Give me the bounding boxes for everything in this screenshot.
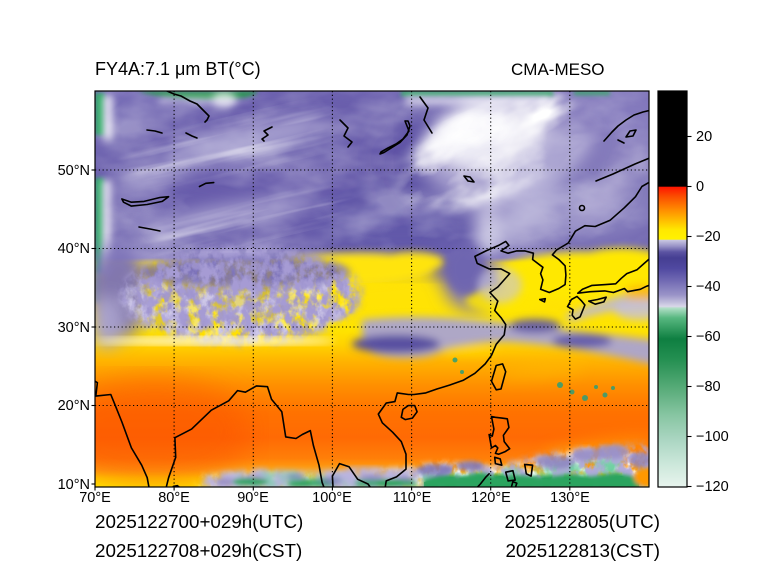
svg-text:100°E: 100°E xyxy=(312,490,352,506)
svg-text:−20: −20 xyxy=(696,229,721,245)
svg-text:10°N: 10°N xyxy=(58,477,90,493)
svg-text:CMA-MESO: CMA-MESO xyxy=(511,60,605,79)
svg-text:20°N: 20°N xyxy=(58,398,90,414)
svg-text:−80: −80 xyxy=(696,379,721,395)
svg-text:20: 20 xyxy=(696,129,712,145)
svg-text:40°N: 40°N xyxy=(58,241,90,257)
svg-text:−120: −120 xyxy=(696,479,729,495)
svg-text:30°N: 30°N xyxy=(58,320,90,336)
svg-text:2025122813(CST): 2025122813(CST) xyxy=(505,540,660,561)
svg-text:−40: −40 xyxy=(696,279,721,295)
svg-text:2025122708+029h(CST): 2025122708+029h(CST) xyxy=(95,540,302,561)
svg-text:90°E: 90°E xyxy=(237,490,269,506)
svg-text:110°E: 110°E xyxy=(393,490,432,506)
svg-text:FY4A:7.1 μm BT(°C): FY4A:7.1 μm BT(°C) xyxy=(95,59,261,79)
svg-text:−60: −60 xyxy=(696,329,721,345)
svg-text:−100: −100 xyxy=(696,429,729,445)
svg-text:50°N: 50°N xyxy=(58,163,90,179)
svg-text:2025122700+029h(UTC): 2025122700+029h(UTC) xyxy=(95,511,303,532)
svg-text:120°E: 120°E xyxy=(471,490,511,506)
svg-text:2025122805(UTC): 2025122805(UTC) xyxy=(504,511,660,532)
svg-text:70°E: 70°E xyxy=(79,490,111,506)
svg-text:0: 0 xyxy=(696,179,704,195)
svg-text:80°E: 80°E xyxy=(158,490,190,506)
svg-text:130°E: 130°E xyxy=(550,490,590,506)
